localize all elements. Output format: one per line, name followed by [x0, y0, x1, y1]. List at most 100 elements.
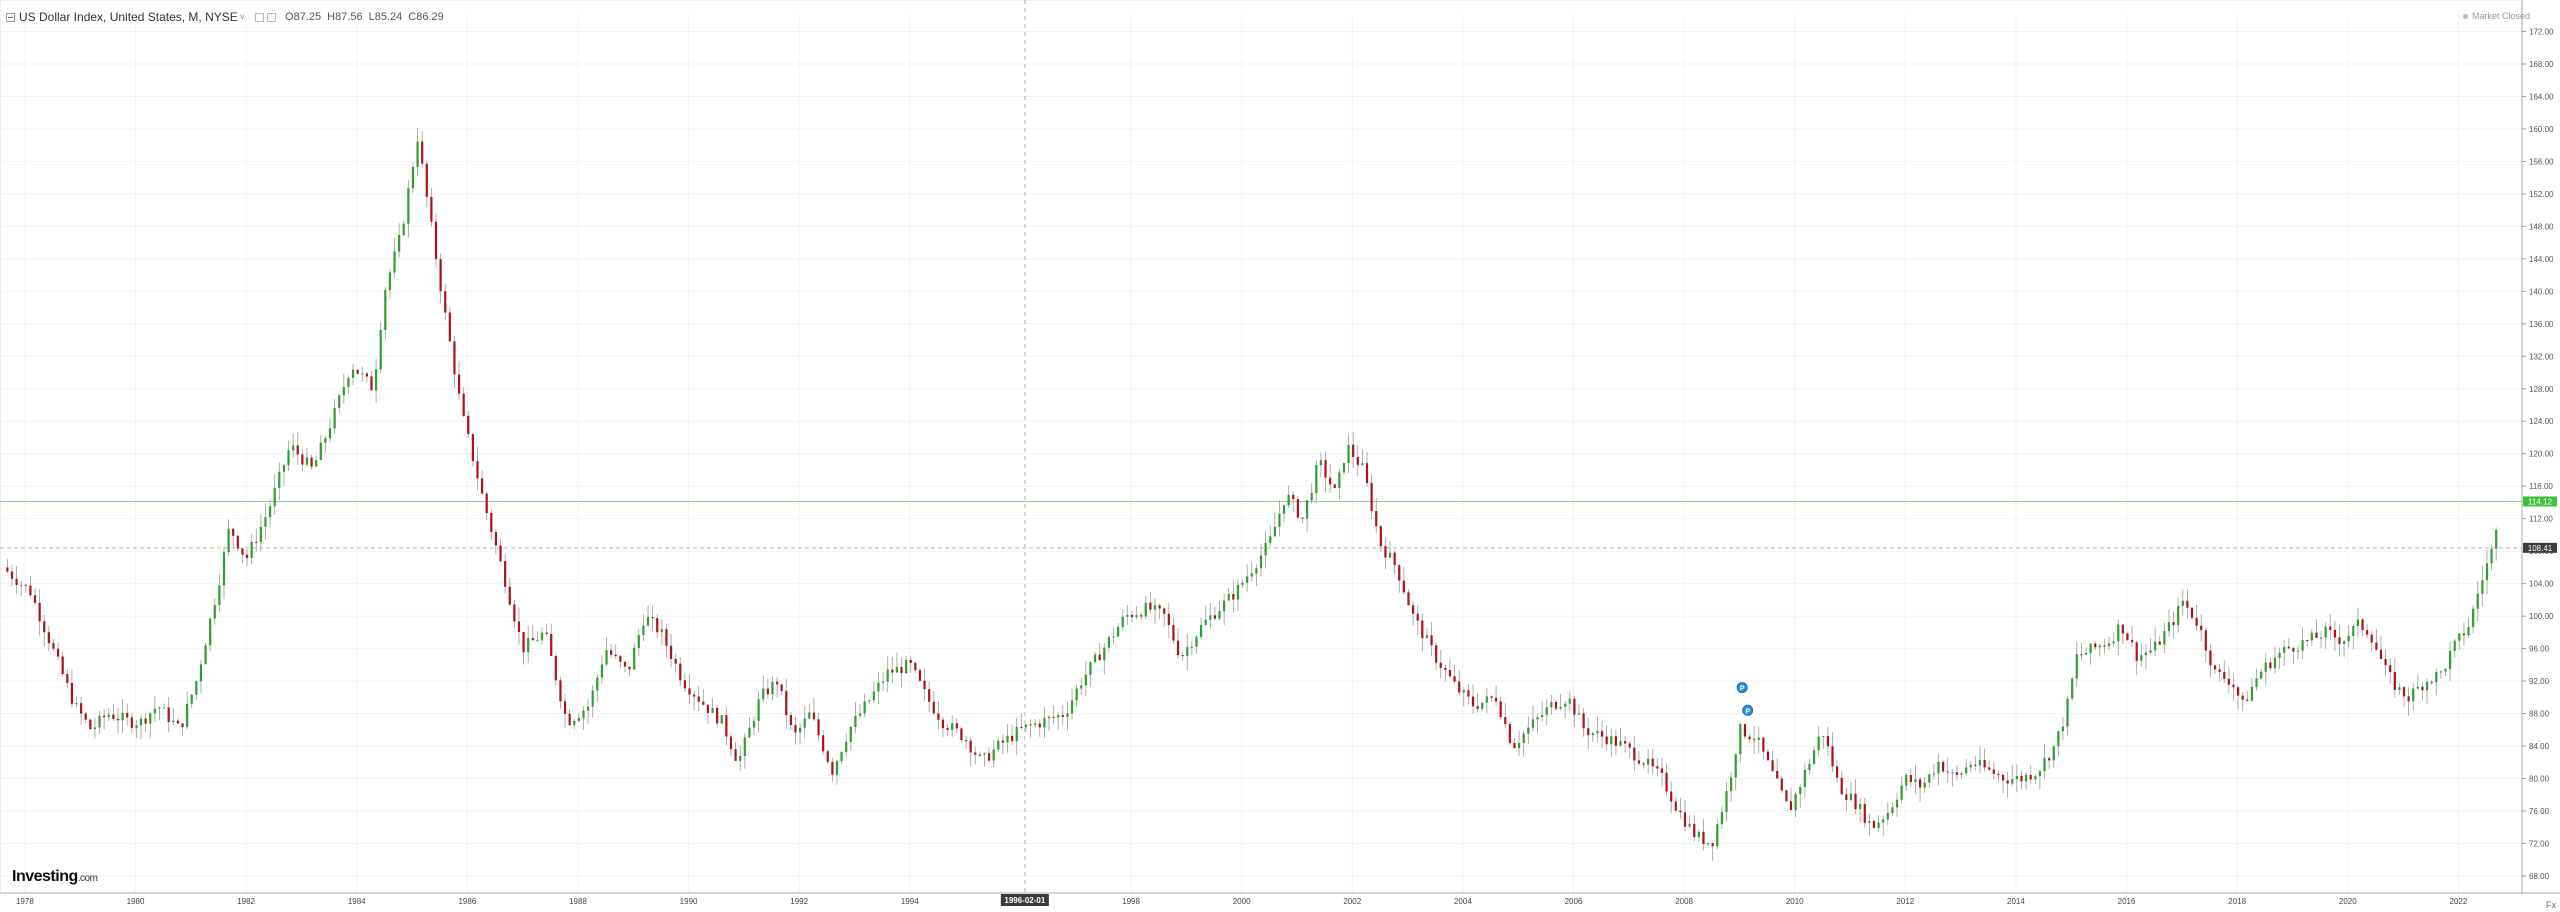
- candle: [490, 509, 493, 540]
- candle: [2029, 765, 2032, 785]
- candle: [729, 732, 733, 757]
- candle-body: [1241, 582, 1244, 585]
- x-tick-label: 2000: [1233, 897, 1251, 906]
- candle-body: [2421, 686, 2424, 691]
- candle-body: [568, 713, 571, 725]
- candle-body: [2241, 695, 2244, 700]
- candle: [278, 462, 281, 501]
- candle: [1038, 719, 1041, 737]
- candle: [15, 565, 18, 594]
- candle: [1568, 691, 1571, 712]
- candle-body: [536, 640, 539, 642]
- candle: [1725, 782, 1728, 822]
- y-tick-label: 136.00: [2529, 320, 2554, 329]
- candle-body: [1315, 465, 1318, 493]
- candle: [6, 559, 9, 574]
- candle: [1693, 815, 1696, 842]
- candle-body: [619, 656, 622, 662]
- candle: [1093, 652, 1097, 664]
- prev-close-tag: [2523, 542, 2557, 553]
- candle: [1421, 613, 1424, 652]
- candle-body: [1103, 647, 1106, 661]
- candle: [1020, 713, 1023, 730]
- candle-body: [808, 712, 811, 719]
- candle: [457, 360, 461, 401]
- candle-body: [2135, 642, 2138, 661]
- candle-body: [1711, 843, 1714, 847]
- candle: [116, 707, 120, 733]
- candle: [2467, 617, 2470, 638]
- candle: [70, 669, 73, 708]
- scale-mode[interactable]: Fx: [2546, 900, 2556, 910]
- candle: [2296, 645, 2300, 660]
- candle: [2283, 639, 2286, 666]
- candle: [1591, 731, 1594, 742]
- candle-body: [1319, 460, 1323, 466]
- candle-body: [1942, 761, 1945, 772]
- candle-body: [384, 290, 387, 330]
- candle-body: [1462, 690, 1465, 693]
- candle-body: [886, 669, 889, 682]
- candle: [1296, 495, 1299, 520]
- remove-icon[interactable]: [267, 12, 277, 22]
- settings-icon[interactable]: [255, 12, 265, 22]
- candle: [2204, 627, 2207, 662]
- candle: [1494, 685, 1498, 706]
- candle-body: [20, 584, 23, 586]
- candle: [1301, 517, 1304, 524]
- candle-body: [1047, 716, 1051, 719]
- candle-body: [789, 715, 792, 726]
- candle-body: [1490, 696, 1493, 698]
- candle-body: [172, 720, 175, 723]
- candle-body: [2200, 625, 2203, 631]
- candle: [499, 538, 502, 563]
- candle: [333, 399, 336, 435]
- candle-body: [900, 666, 903, 674]
- candle-body: [1084, 674, 1087, 686]
- candle: [642, 614, 645, 642]
- candle-body: [1577, 713, 1581, 715]
- candle-body: [421, 141, 424, 164]
- candle: [2352, 623, 2355, 650]
- candle-body: [2430, 681, 2433, 683]
- candle: [1637, 751, 1641, 766]
- candle: [540, 627, 544, 645]
- candle: [1467, 684, 1470, 705]
- candle: [2430, 680, 2433, 686]
- candle: [2412, 682, 2415, 711]
- candle-body: [199, 664, 203, 682]
- candle: [199, 659, 203, 693]
- candle-body: [563, 701, 567, 714]
- candle-body: [610, 650, 613, 655]
- candle-body: [328, 428, 332, 439]
- candle-body: [1559, 706, 1562, 709]
- candle: [794, 716, 797, 745]
- last-price-tag: [2523, 496, 2557, 507]
- candle-body: [877, 682, 880, 692]
- candle: [1264, 530, 1267, 569]
- candle: [766, 678, 769, 699]
- candle: [2384, 649, 2387, 677]
- candle: [600, 655, 604, 684]
- candle: [84, 711, 87, 723]
- candle: [1080, 678, 1083, 695]
- candle-body: [693, 694, 696, 697]
- chevron-down-icon[interactable]: ˅: [239, 12, 246, 22]
- candle: [1361, 449, 1364, 467]
- candle: [517, 607, 521, 645]
- candle: [743, 733, 746, 769]
- y-tick-label: 120.00: [2529, 450, 2554, 459]
- candle-body: [513, 604, 516, 622]
- candle-body: [605, 650, 608, 665]
- candle: [1176, 627, 1180, 659]
- candle-body: [250, 541, 253, 559]
- candle: [1978, 746, 1982, 773]
- instrument-title[interactable]: US Dollar Index, United States, M, NYSE: [19, 10, 238, 24]
- candle: [1651, 749, 1654, 775]
- candle: [1780, 775, 1783, 793]
- candle-body: [135, 725, 138, 728]
- collapse-icon[interactable]: [6, 12, 15, 22]
- candle-body: [1882, 819, 1885, 823]
- candle-body: [2029, 774, 2032, 780]
